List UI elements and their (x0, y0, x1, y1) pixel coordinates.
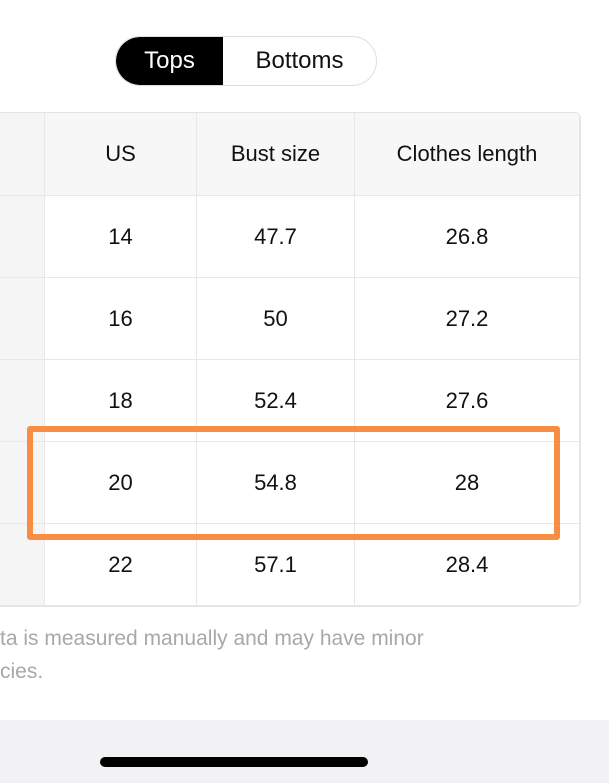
table-cell: Bust size (197, 113, 355, 196)
table-cell: 27.2 (355, 278, 580, 360)
blank-cell (0, 113, 45, 196)
table-cell: 54.8 (197, 442, 355, 524)
table-cell: US (45, 113, 197, 196)
home-indicator (100, 757, 368, 767)
table-cell: 28 (355, 442, 580, 524)
note-line: cies. (0, 660, 44, 683)
blank-cell (0, 278, 45, 360)
footer (0, 720, 609, 783)
tab[interactable]: Bottoms (255, 47, 344, 74)
table-cell: Clothes length (355, 113, 580, 196)
tab[interactable]: Tops (116, 37, 223, 85)
table-cell: 14 (45, 196, 197, 278)
blank-cell (0, 442, 45, 524)
tab-switch: Tops Bottoms (115, 36, 377, 86)
table-cell: 26.8 (355, 196, 580, 278)
table-cell: 16 (45, 278, 197, 360)
highlight-box (27, 426, 560, 540)
blank-cell (0, 196, 45, 278)
table-cell: 47.7 (197, 196, 355, 278)
table-cell: 20 (45, 442, 197, 524)
note-line: ta is measured manually and may have min… (0, 627, 424, 650)
table-cell: 50 (197, 278, 355, 360)
